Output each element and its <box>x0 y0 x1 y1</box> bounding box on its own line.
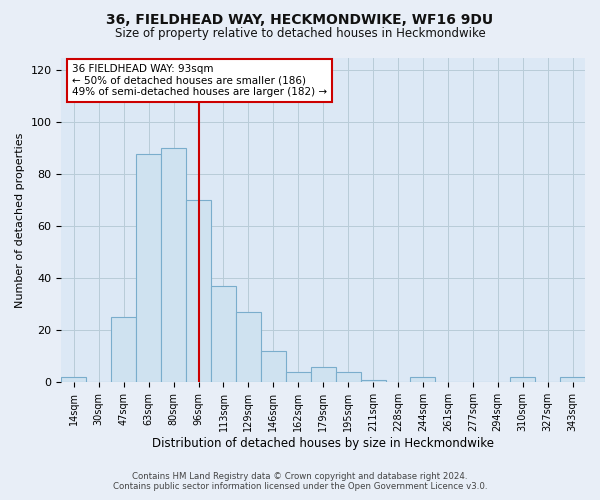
Text: 36, FIELDHEAD WAY, HECKMONDWIKE, WF16 9DU: 36, FIELDHEAD WAY, HECKMONDWIKE, WF16 9D… <box>106 12 494 26</box>
Bar <box>286 372 311 382</box>
Text: Size of property relative to detached houses in Heckmondwike: Size of property relative to detached ho… <box>115 28 485 40</box>
Y-axis label: Number of detached properties: Number of detached properties <box>15 132 25 308</box>
Bar <box>261 351 286 382</box>
Bar <box>161 148 186 382</box>
Text: Contains HM Land Registry data © Crown copyright and database right 2024.
Contai: Contains HM Land Registry data © Crown c… <box>113 472 487 491</box>
Bar <box>361 380 386 382</box>
Bar <box>111 318 136 382</box>
Text: 36 FIELDHEAD WAY: 93sqm
← 50% of detached houses are smaller (186)
49% of semi-d: 36 FIELDHEAD WAY: 93sqm ← 50% of detache… <box>72 64 327 97</box>
Bar <box>236 312 261 382</box>
Bar <box>136 154 161 382</box>
Bar <box>510 377 535 382</box>
Bar <box>61 377 86 382</box>
Bar <box>410 377 436 382</box>
Bar <box>211 286 236 382</box>
X-axis label: Distribution of detached houses by size in Heckmondwike: Distribution of detached houses by size … <box>152 437 494 450</box>
Bar <box>335 372 361 382</box>
Bar <box>186 200 211 382</box>
Bar <box>311 366 335 382</box>
Bar <box>560 377 585 382</box>
